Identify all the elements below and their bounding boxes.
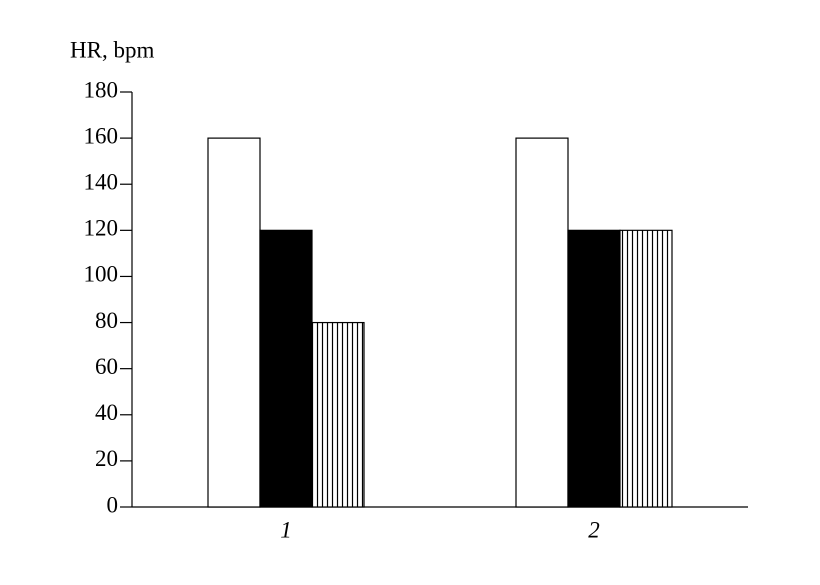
y-tick-label: 20 [95, 446, 118, 471]
x-tick-label: 1 [280, 517, 292, 542]
y-tick-label: 60 [95, 354, 118, 379]
y-tick-label: 80 [95, 308, 118, 333]
y-tick-label: 180 [84, 77, 119, 102]
y-tick-label: 40 [95, 400, 118, 425]
y-tick-label: 140 [84, 170, 119, 195]
y-axis-label: HR, bpm [70, 37, 154, 62]
bar [619, 229, 673, 508]
y-tick-label: 100 [84, 262, 119, 287]
bar [515, 137, 569, 508]
y-tick-label: 120 [84, 216, 119, 241]
bar [207, 137, 261, 508]
bar [567, 229, 621, 508]
bar [311, 321, 365, 508]
y-tick-label: 0 [107, 492, 119, 517]
x-tick-label: 2 [588, 517, 600, 542]
y-tick-label: 160 [84, 123, 119, 148]
bar [259, 229, 313, 508]
